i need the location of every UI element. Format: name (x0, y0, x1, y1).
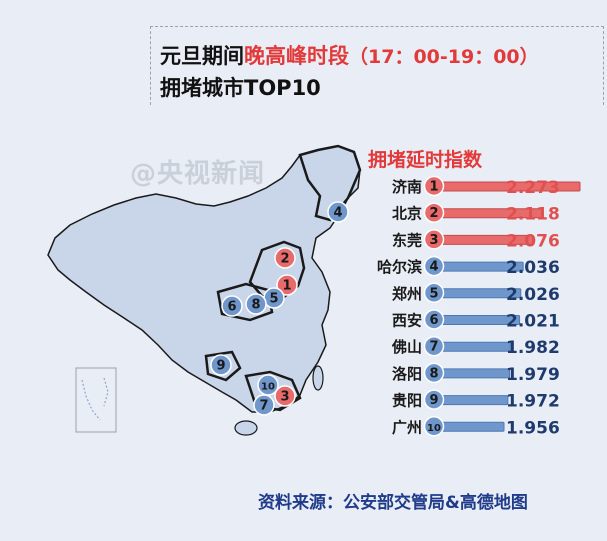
map-marker-label: 9 (216, 359, 225, 374)
value-label: 2.273 (506, 178, 560, 198)
bar-row: 广州 10 1.956 (392, 416, 560, 438)
category-label: 西安 (392, 312, 422, 330)
category-label: 广州 (392, 418, 422, 436)
bar (441, 395, 509, 406)
bar-row: 洛阳 8 1.979 (392, 362, 560, 385)
rank-label: 4 (429, 260, 438, 275)
category-label: 东莞 (392, 231, 422, 249)
rank-label: 9 (429, 393, 438, 408)
map-marker-label: 7 (259, 399, 268, 414)
rank-badge (423, 416, 445, 437)
category-label: 郑州 (392, 285, 422, 303)
china-outline (47, 145, 361, 413)
title-frame (150, 26, 604, 105)
map-marker-2: 2 (274, 247, 296, 269)
rank-label: 8 (429, 366, 438, 381)
bar-row: 郑州 5 2.026 (392, 282, 560, 305)
rank-badge (423, 175, 445, 197)
category-label: 济南 (392, 178, 422, 196)
value-label: 2.118 (506, 205, 560, 225)
rank-badge (423, 229, 445, 250)
page-title: 元旦期间晚高峰时段（17：00-19：00） (160, 44, 539, 68)
map-marker-label: 1 (282, 279, 291, 294)
south-sea-islands (81, 377, 109, 421)
map-marker-10: 10 (257, 374, 279, 396)
bar (441, 421, 505, 432)
category-label: 哈尔滨 (377, 258, 422, 276)
bar (441, 341, 511, 352)
rank-badge (423, 255, 445, 277)
taiwan-island (312, 365, 324, 391)
region-outline-northeast (298, 144, 362, 222)
data-source: 资料来源：公安部交管局&高德地图 (258, 493, 528, 513)
rank-label: 3 (429, 233, 438, 248)
bar-row: 贵阳 9 1.972 (392, 389, 560, 412)
value-label: 2.021 (506, 312, 560, 332)
map-marker-label: 5 (269, 292, 278, 307)
bar-row: 北京 2 2.118 (392, 202, 560, 225)
category-label: 贵阳 (392, 392, 422, 410)
rank-badge (423, 282, 445, 304)
category-label: 洛阳 (392, 365, 422, 383)
map-marker-3: 3 (274, 385, 296, 407)
map-marker-4: 4 (327, 201, 349, 223)
map-marker-9: 9 (210, 354, 232, 376)
map-marker-8: 8 (245, 293, 267, 315)
bar-row: 西安 6 2.021 (392, 309, 560, 332)
map-marker-7: 7 (253, 394, 275, 416)
region-outline-southwest (204, 350, 242, 382)
hainan-island (234, 420, 258, 436)
map-marker-label: 2 (280, 252, 289, 267)
category-label: 佛山 (391, 338, 422, 356)
rank-badge (423, 202, 445, 223)
rank-badge (423, 335, 445, 357)
rank-badge (423, 362, 445, 384)
map-marker-6: 6 (221, 295, 243, 317)
bar-row: 济南 1 2.273 (392, 175, 581, 198)
rank-label: 1 (429, 180, 438, 195)
bar-row: 东莞 3 2.076 (392, 229, 560, 251)
map-marker-label: 4 (333, 206, 342, 221)
map-marker-label: 8 (251, 298, 260, 313)
value-label: 1.979 (506, 365, 560, 385)
chart-title: 拥堵延时指数 (368, 148, 483, 171)
region-outline-west (216, 282, 274, 322)
page-subtitle: 拥堵城市TOP10 (160, 76, 321, 100)
map-marker-label: 3 (280, 390, 289, 405)
map-marker-label: 10 (261, 382, 275, 393)
south-sea-inset (75, 367, 117, 433)
rank-label: 7 (429, 340, 438, 355)
bar-row: 佛山 7 1.982 (391, 335, 560, 358)
bar-row: 哈尔滨 4 2.036 (377, 255, 560, 278)
value-label: 2.036 (506, 258, 560, 278)
rank-label: 10 (427, 423, 441, 434)
value-label: 2.026 (506, 285, 560, 305)
value-label: 1.972 (506, 392, 560, 412)
map-marker-1: 1 (276, 274, 298, 296)
value-label: 2.076 (506, 231, 560, 251)
watermark: @央视新闻 (130, 159, 266, 189)
bar (441, 368, 511, 379)
rank-badge (423, 309, 445, 330)
rank-label: 5 (429, 286, 438, 301)
value-label: 1.956 (506, 418, 560, 438)
rank-label: 2 (429, 206, 438, 221)
map-marker-label: 6 (227, 300, 236, 315)
map-marker-5: 5 (263, 287, 285, 309)
category-label: 北京 (392, 205, 422, 223)
rank-label: 6 (429, 313, 438, 328)
value-label: 1.982 (506, 338, 560, 358)
rank-badge (423, 389, 445, 410)
